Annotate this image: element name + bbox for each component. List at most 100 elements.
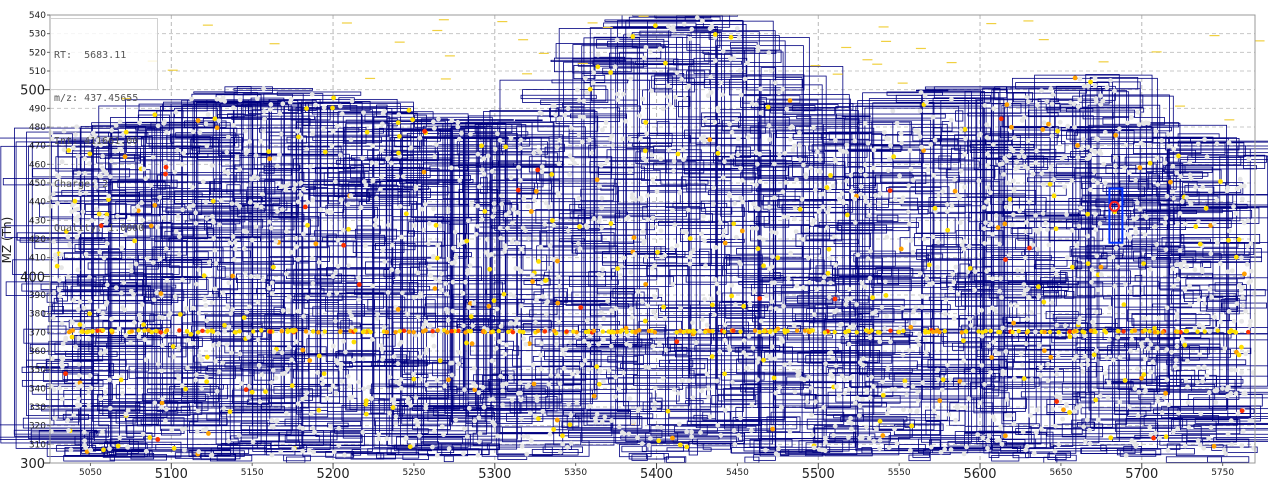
peak-point (248, 176, 254, 182)
peak-point (877, 330, 882, 335)
peak-point (267, 107, 273, 113)
peak-point (834, 308, 839, 313)
peak-point (958, 168, 964, 174)
peak-point (389, 242, 395, 248)
peak-point (641, 238, 647, 244)
peak-point (379, 174, 385, 180)
peak-point (788, 125, 794, 131)
peak-point (663, 347, 669, 353)
peak-point (722, 371, 728, 377)
peak-point (1175, 276, 1181, 282)
peak-point (942, 311, 948, 317)
peak-point (155, 123, 161, 129)
peak-point (806, 374, 812, 380)
feature-box (110, 129, 119, 141)
peak-point (741, 350, 747, 355)
peak-point (353, 328, 358, 333)
peak-point (776, 90, 782, 96)
selected-feature[interactable] (1108, 187, 1124, 244)
peak-point (768, 328, 773, 334)
peak-point (832, 423, 838, 429)
peak-point (137, 120, 142, 126)
peak-point (204, 216, 210, 221)
peak-point (621, 255, 627, 261)
x-tick-label: 5750 (1211, 468, 1234, 478)
feature-box (780, 449, 790, 456)
peak-point (755, 44, 761, 50)
feature-box (145, 291, 219, 298)
peak-point (945, 362, 950, 368)
peak-point (966, 243, 972, 249)
peak-point (461, 451, 466, 457)
x-tick-label: 5700 (1125, 467, 1158, 481)
peak-point (88, 135, 93, 140)
peak-point (804, 227, 810, 233)
peak-point (144, 256, 150, 261)
peak-point (280, 308, 286, 313)
peak-point (169, 427, 175, 433)
feature-box (42, 370, 68, 382)
peak-point (1161, 394, 1167, 400)
peak-point (846, 341, 852, 347)
peak-point (346, 263, 351, 269)
peak-point (1248, 241, 1254, 247)
peak-point (678, 305, 683, 311)
peak-point (691, 247, 696, 253)
peak-point (221, 406, 227, 411)
peak-point (518, 137, 524, 143)
peak-point (581, 338, 587, 344)
peak-point (1092, 149, 1098, 155)
feature-box (383, 269, 394, 278)
peak-point (225, 304, 231, 310)
peak-point (295, 128, 300, 134)
peak-point (599, 195, 605, 201)
peak-point (1024, 94, 1030, 100)
peak-point (361, 329, 367, 334)
peak-point (979, 362, 985, 368)
peak-point (1085, 84, 1091, 89)
peak-point (751, 201, 757, 207)
peak-point (646, 328, 652, 334)
peak-point (557, 449, 563, 455)
peak-point (528, 438, 534, 444)
peak-point (1152, 325, 1157, 331)
peak-point (701, 139, 707, 144)
peak-point (1033, 213, 1039, 218)
peak-point (170, 344, 176, 349)
peak-point (747, 301, 753, 307)
peak-point (825, 209, 831, 215)
peak-point (56, 277, 62, 283)
peak-point (897, 173, 902, 179)
peak-point (194, 372, 199, 378)
peak-point (324, 209, 330, 214)
peak-point (112, 148, 118, 154)
peak-point (1141, 121, 1147, 126)
peak-point (200, 179, 206, 185)
peak-point (1208, 223, 1214, 228)
peak-point (848, 415, 853, 421)
peak-point (1085, 211, 1091, 217)
peak-point (395, 269, 401, 275)
peak-point (649, 223, 655, 229)
peak-point (642, 148, 648, 154)
peak-point (638, 195, 644, 201)
peak-point (518, 303, 524, 309)
peak-point (376, 436, 381, 442)
feature-box (1131, 234, 1185, 250)
peak-point (684, 444, 690, 450)
peak-point (393, 421, 399, 427)
peak-point (308, 411, 314, 417)
peak-point (831, 432, 837, 438)
peak-point (498, 323, 504, 329)
peak-point (234, 154, 240, 160)
peak-point (982, 226, 987, 231)
peak-point (410, 117, 416, 123)
peak-point (227, 240, 233, 246)
peak-point (816, 447, 822, 452)
peak-point (159, 404, 165, 410)
y-tick-label: 400 (20, 270, 45, 285)
peak-point (450, 245, 456, 251)
feature-box (1174, 258, 1251, 263)
peak-point (206, 431, 211, 436)
